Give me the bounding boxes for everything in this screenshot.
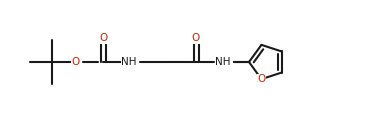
Text: O: O — [257, 74, 265, 84]
Text: O: O — [99, 33, 107, 43]
Text: O: O — [72, 57, 80, 67]
Text: NH: NH — [121, 57, 137, 67]
Text: NH: NH — [215, 57, 231, 67]
Text: O: O — [192, 33, 200, 43]
